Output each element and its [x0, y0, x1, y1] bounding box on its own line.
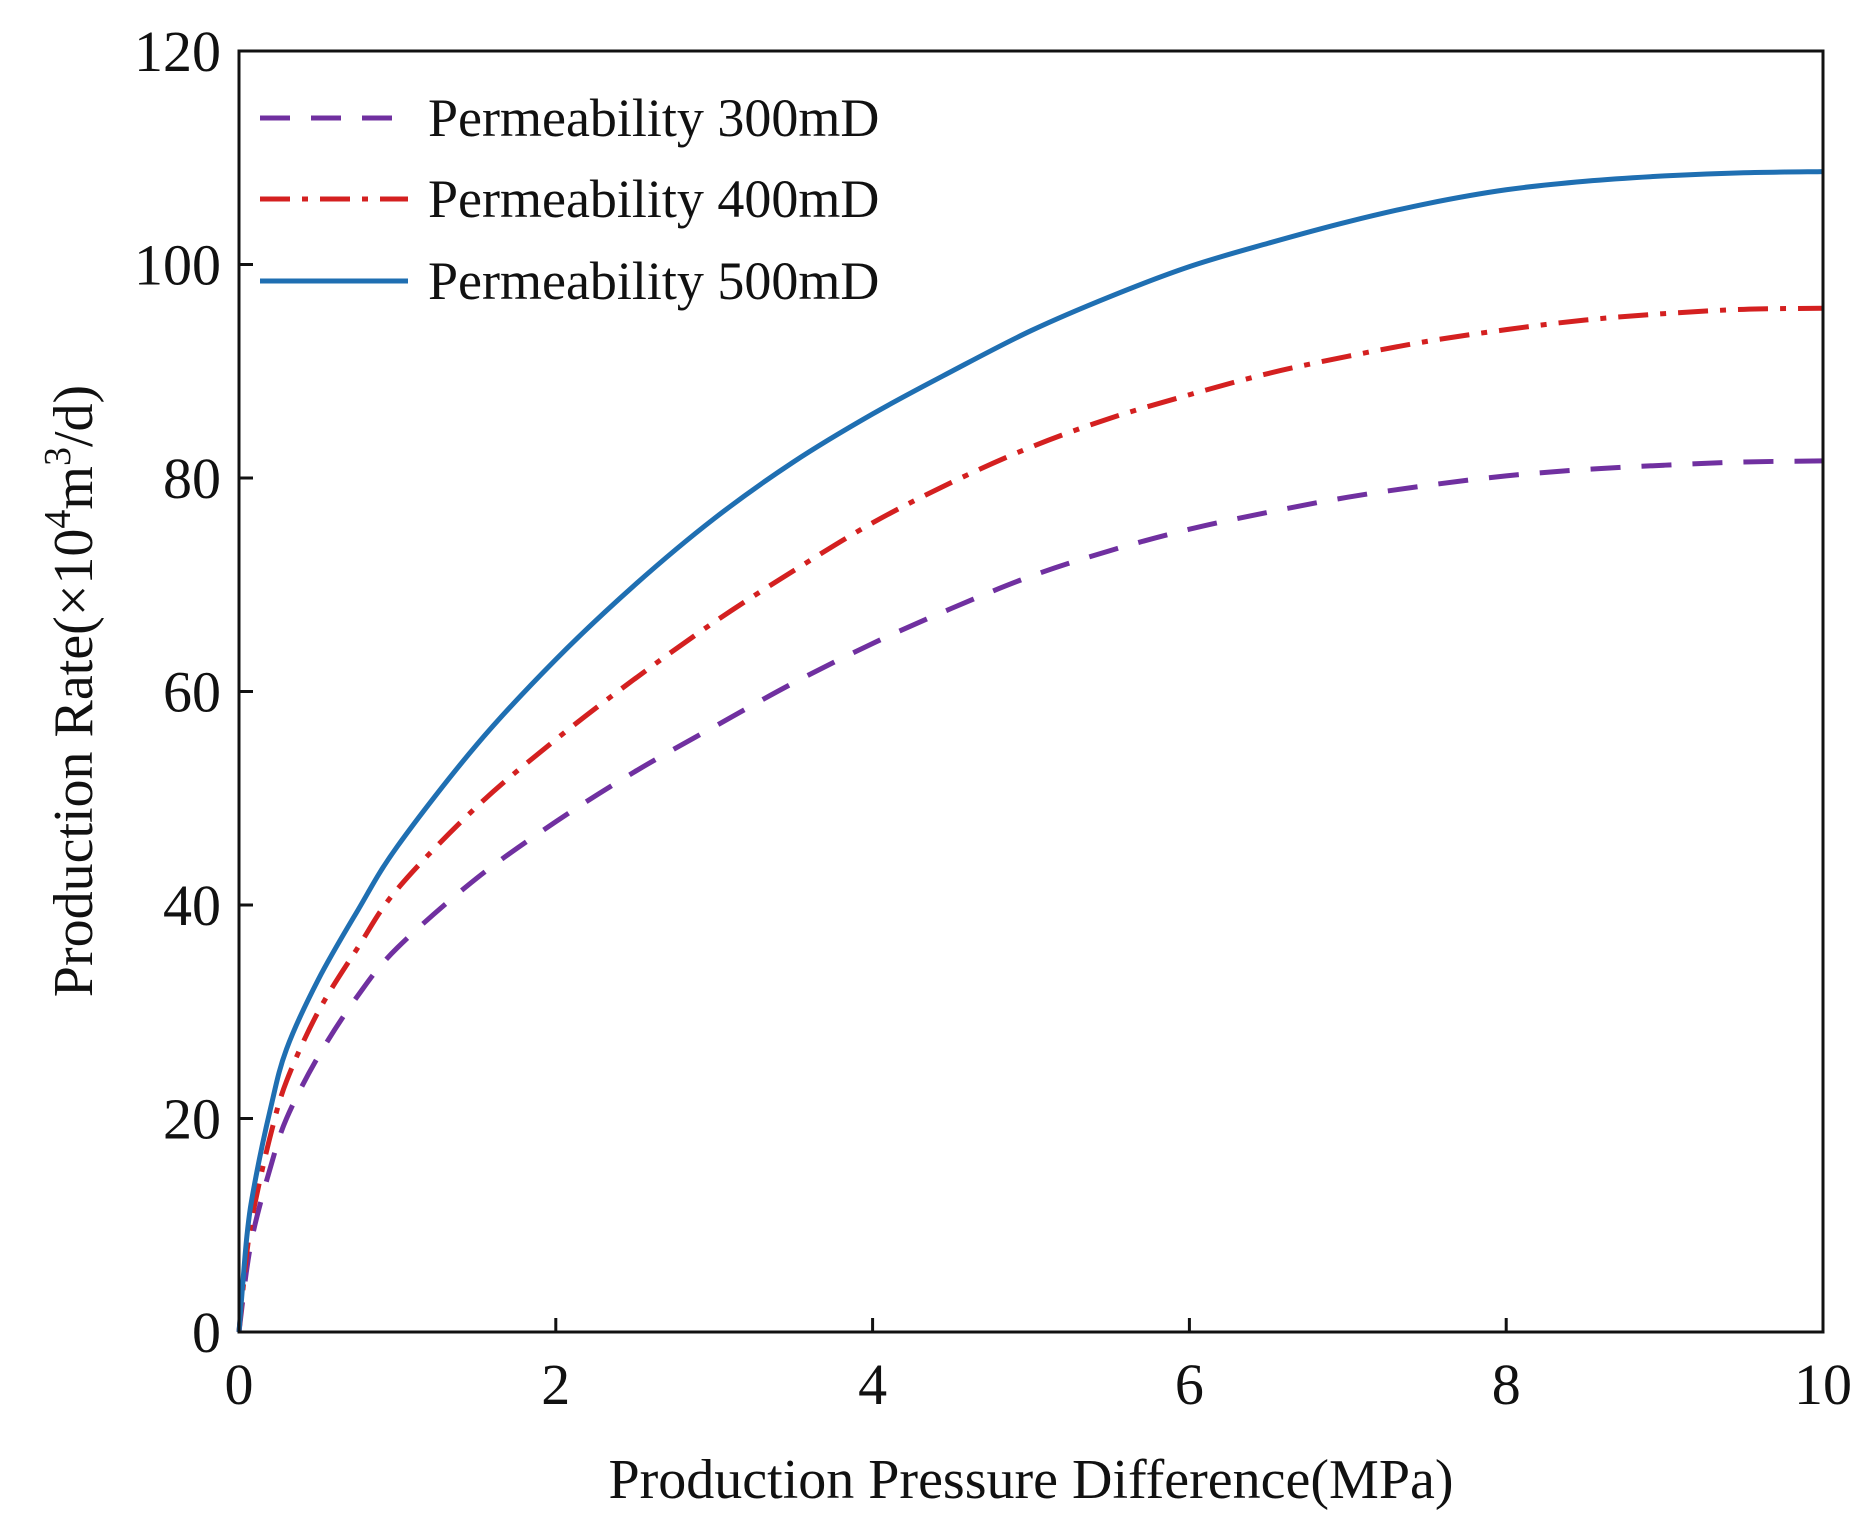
x-tick-label: 10 — [1794, 1352, 1852, 1417]
y-tick-label: 40 — [163, 873, 221, 938]
legend-label-400md: Permeability 400mD — [428, 169, 879, 229]
ticks — [237, 49, 1825, 1334]
series-line-1 — [236, 458, 1824, 1333]
legend: Permeability 300mD Permeability 400mD Pe… — [260, 88, 879, 311]
y-tick-label: 120 — [134, 19, 221, 84]
y-tick-label: 60 — [163, 660, 221, 725]
x-axis-title: Production Pressure Difference(MPa) — [609, 1449, 1454, 1511]
legend-label-300md: Permeability 300mD — [428, 88, 879, 148]
series-line-2 — [236, 305, 1824, 1333]
x-tick-label: 8 — [1492, 1352, 1521, 1417]
x-tick-label: 4 — [858, 1352, 887, 1417]
plot-lines — [236, 169, 1824, 1333]
legend-label-500md: Permeability 500mD — [428, 251, 879, 311]
y-axis-title: Production Rate(×104m3/d) — [37, 385, 105, 997]
y-tick-label: 80 — [163, 446, 221, 511]
x-tick-label: 2 — [541, 1352, 570, 1417]
y-tick-label: 0 — [192, 1300, 221, 1365]
plot-frame — [237, 49, 1825, 1334]
series-line-3 — [236, 169, 1824, 1333]
y-tick-label: 20 — [163, 1087, 221, 1152]
y-tick-label: 100 — [134, 233, 221, 298]
x-tick-label: 6 — [1175, 1352, 1204, 1417]
x-tick-label: 0 — [225, 1352, 254, 1417]
